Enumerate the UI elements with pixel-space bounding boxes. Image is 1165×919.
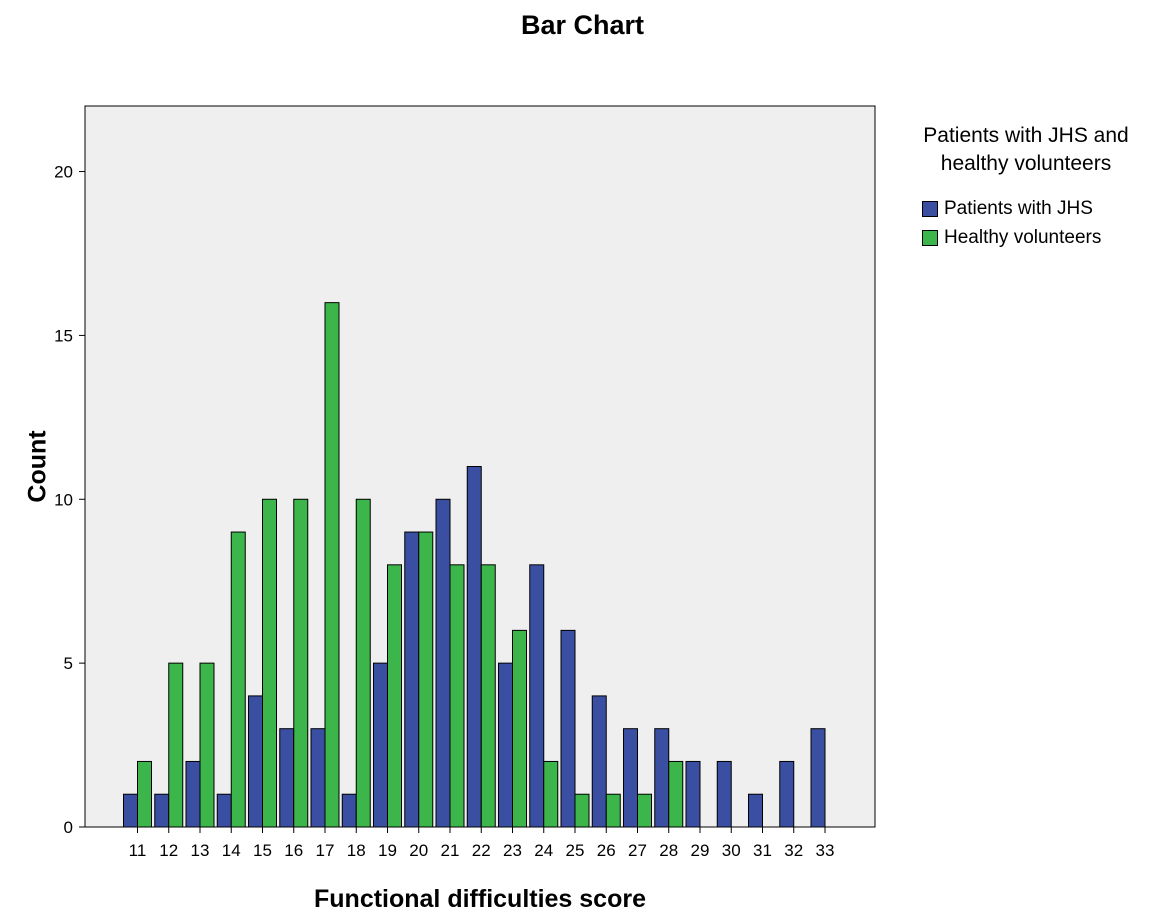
x-tick-label: 12 xyxy=(159,841,178,860)
x-tick-label: 19 xyxy=(378,841,397,860)
bar-patients-22 xyxy=(466,466,482,828)
x-tick-label: 11 xyxy=(129,841,147,860)
y-tick-label: 10 xyxy=(54,490,73,509)
bar-patients-17 xyxy=(310,728,326,828)
legend-item-healthy: Healthy volunteers xyxy=(922,227,1101,249)
legend-label-healthy: Healthy volunteers xyxy=(944,227,1102,248)
x-tick-label: 20 xyxy=(409,841,428,860)
bar-healthy-26 xyxy=(605,793,621,828)
bar-patients-12 xyxy=(154,793,170,828)
bar-healthy-28 xyxy=(668,760,684,828)
x-tick-label: 31 xyxy=(753,841,772,860)
bar-patients-15 xyxy=(248,695,263,828)
x-tick-label: 30 xyxy=(722,841,741,860)
bar-patients-14 xyxy=(216,793,232,828)
legend-title: Patients with JHS and healthy volunteers xyxy=(923,124,1129,175)
bar-patients-29 xyxy=(685,760,701,828)
bar-healthy-16 xyxy=(293,498,309,828)
bar-healthy-24 xyxy=(543,760,559,828)
y-tick-label: 20 xyxy=(54,163,73,182)
bar-patients-16 xyxy=(279,728,295,828)
bar-patients-26 xyxy=(591,695,607,828)
bar-patients-33 xyxy=(810,728,826,828)
legend-swatch-patients xyxy=(922,201,938,217)
bar-healthy-14 xyxy=(230,531,246,828)
y-tick-label: 0 xyxy=(64,818,73,837)
bar-patients-13 xyxy=(185,760,201,828)
bar-patients-30 xyxy=(716,760,732,828)
bar-patients-19 xyxy=(373,662,388,828)
y-tick-label: 5 xyxy=(64,654,73,673)
bar-patients-11 xyxy=(123,793,138,828)
bar-healthy-27 xyxy=(637,793,652,828)
y-axis-label: Count xyxy=(23,430,52,503)
x-tick-label: 21 xyxy=(441,841,460,860)
x-tick-label: 25 xyxy=(566,841,585,860)
bar-healthy-15 xyxy=(262,498,277,828)
bar-patients-27 xyxy=(623,728,638,828)
x-tick-label: 16 xyxy=(284,841,303,860)
y-tick-label: 15 xyxy=(54,326,73,345)
x-tick-label: 24 xyxy=(534,841,553,860)
bar-patients-23 xyxy=(498,662,513,828)
x-tick-label: 32 xyxy=(784,841,803,860)
legend-item-patients: Patients with JHS xyxy=(922,198,1093,220)
legend-label-patients: Patients with JHS xyxy=(944,198,1093,219)
x-tick-label: 22 xyxy=(472,841,491,860)
bar-patients-20 xyxy=(404,531,420,828)
bar-healthy-21 xyxy=(449,564,465,828)
bar-patients-25 xyxy=(560,629,576,828)
bar-patients-31 xyxy=(748,793,763,828)
x-tick-label: 18 xyxy=(347,841,366,860)
x-tick-label: 28 xyxy=(659,841,678,860)
legend-swatch-healthy xyxy=(922,230,938,246)
bar-healthy-22 xyxy=(480,564,496,828)
bar-healthy-19 xyxy=(387,564,402,828)
x-tick-label: 15 xyxy=(253,841,272,860)
bar-patients-21 xyxy=(435,498,451,828)
x-tick-label: 23 xyxy=(503,841,522,860)
bar-healthy-20 xyxy=(418,531,434,828)
x-tick-label: 17 xyxy=(316,841,335,860)
bar-healthy-17 xyxy=(324,302,340,828)
bar-healthy-25 xyxy=(574,793,590,828)
x-tick-label: 29 xyxy=(691,841,710,860)
x-tick-label: 27 xyxy=(628,841,647,860)
x-tick-label: 33 xyxy=(816,841,835,860)
bar-healthy-12 xyxy=(168,662,184,828)
bar-patients-24 xyxy=(529,564,545,828)
x-axis-label: Functional difficulties score xyxy=(314,885,646,913)
x-tick-label: 14 xyxy=(222,841,241,860)
bar-healthy-23 xyxy=(512,629,527,828)
bar-healthy-13 xyxy=(199,662,215,828)
x-tick-label: 26 xyxy=(597,841,616,860)
chart-title: Bar Chart xyxy=(520,10,645,40)
x-tick-label: 13 xyxy=(191,841,210,860)
bar-healthy-11 xyxy=(137,760,152,828)
bar-healthy-18 xyxy=(355,498,371,828)
bar-patients-18 xyxy=(341,793,357,828)
bar-patients-28 xyxy=(654,728,670,828)
bar-patients-32 xyxy=(779,760,795,828)
